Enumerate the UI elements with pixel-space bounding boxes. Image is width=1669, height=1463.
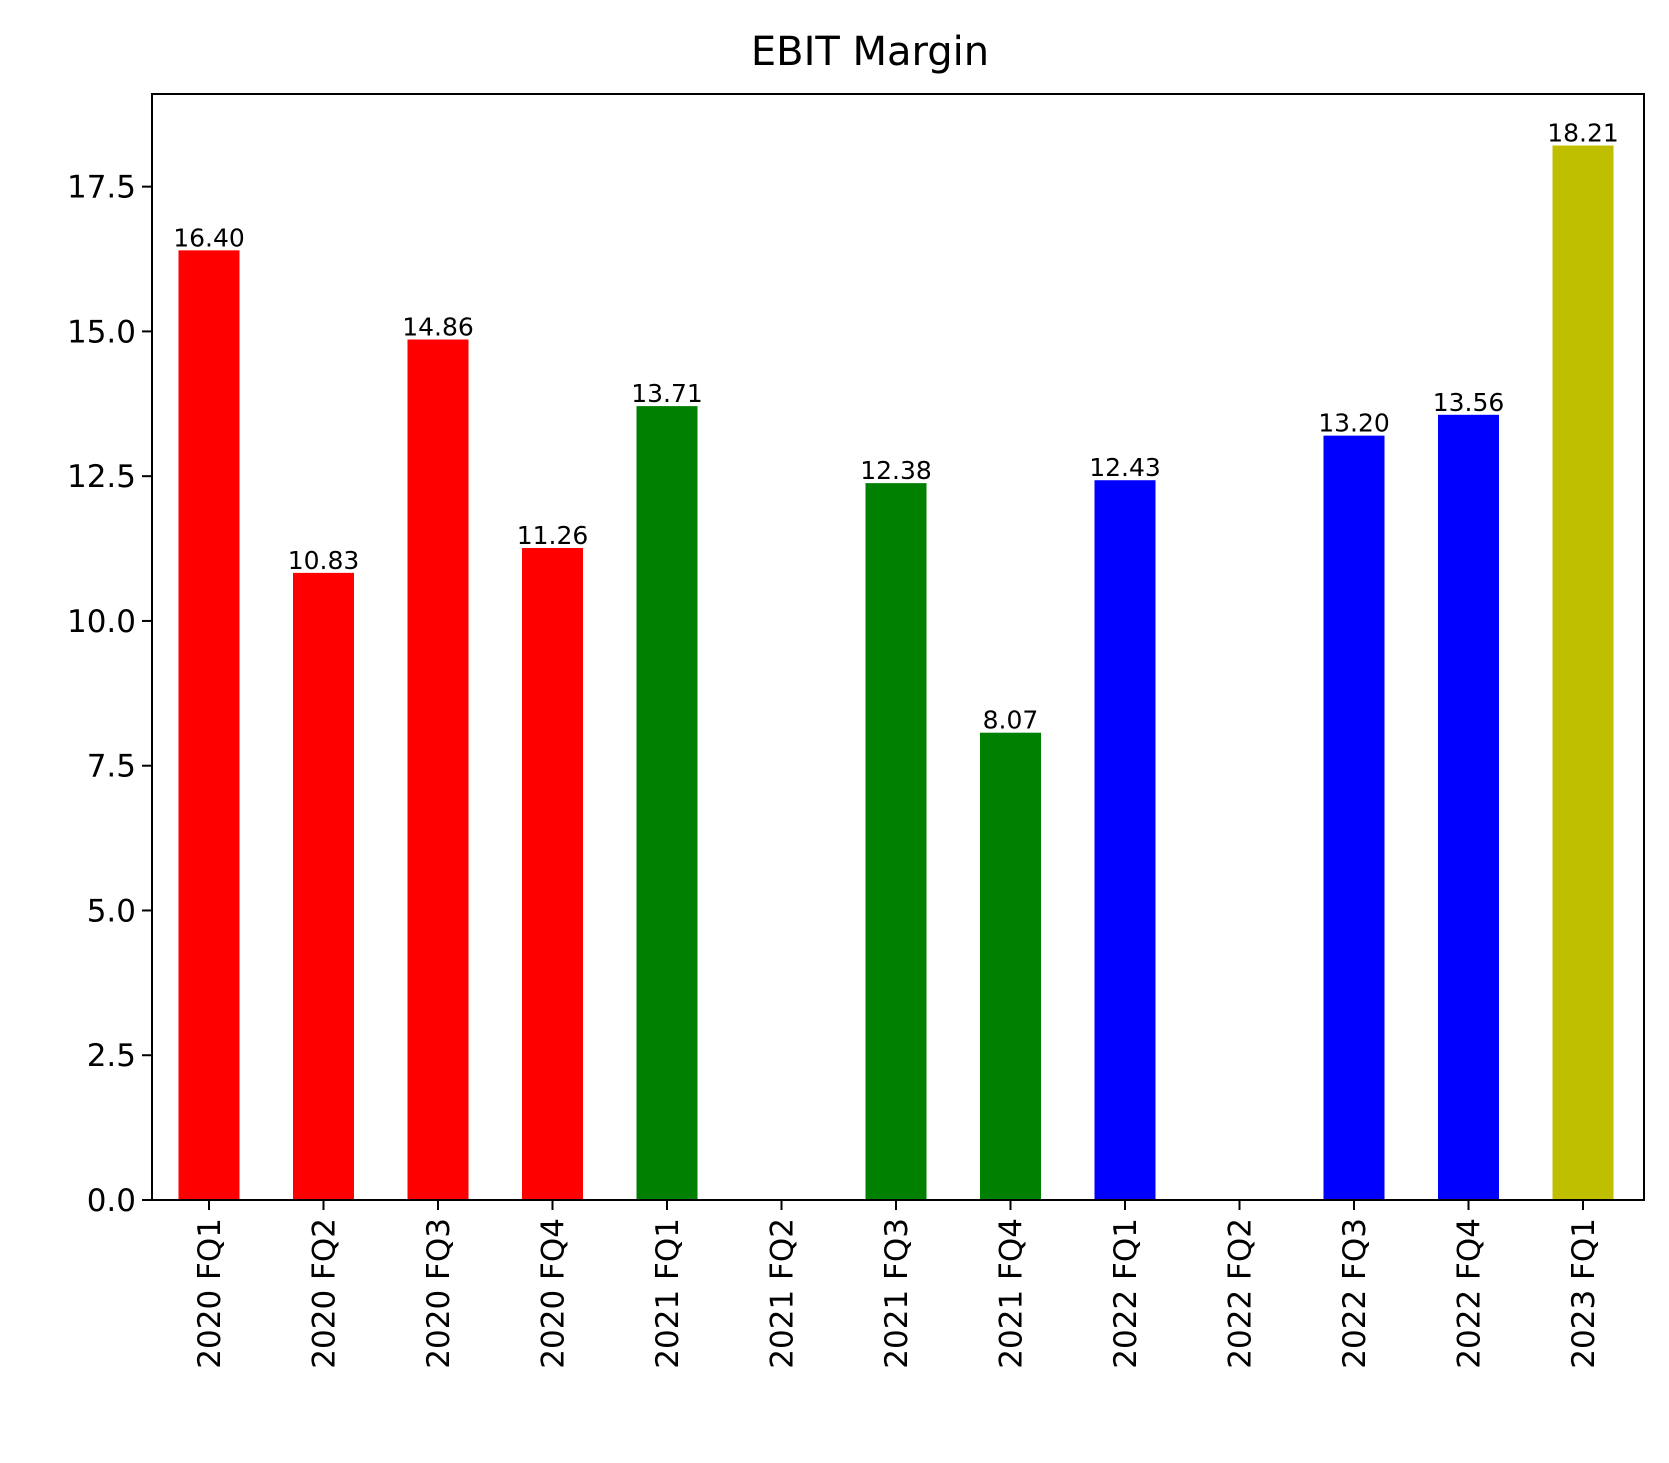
y-tick-label: 0.0: [87, 1183, 136, 1219]
x-tick-label: 2022 FQ1: [1108, 1218, 1144, 1369]
y-tick-label: 5.0: [87, 893, 136, 929]
bar-value-label: 13.56: [1433, 388, 1505, 417]
y-axis: 0.0 2.5 5.0 7.5 10.0 12.5 15.0 17.5: [67, 170, 152, 1219]
chart-title: EBIT Margin: [751, 29, 989, 75]
bar-value-label: 13.20: [1318, 409, 1390, 438]
x-tick-label: 2021 FQ2: [765, 1218, 801, 1369]
bar: [980, 732, 1041, 1200]
bar: [1438, 414, 1499, 1200]
bar: [522, 547, 583, 1200]
x-tick-label: 2021 FQ3: [879, 1218, 915, 1369]
x-tick-label: 2020 FQ4: [536, 1218, 572, 1369]
x-tick-label: 2023 FQ1: [1566, 1218, 1602, 1369]
y-tick-label: 10.0: [67, 604, 136, 640]
plot-frame: [151, 93, 1645, 1201]
bar: [1323, 435, 1385, 1200]
x-tick-label: 2020 FQ2: [307, 1218, 343, 1369]
x-tick-label: 2021 FQ4: [994, 1218, 1030, 1369]
bar: [865, 483, 927, 1200]
bar-value-label: 13.71: [631, 379, 703, 408]
x-tick-label: 2022 FQ2: [1223, 1218, 1259, 1369]
x-tick-label: 2022 FQ3: [1337, 1218, 1373, 1369]
x-tick-label: 2020 FQ3: [421, 1218, 457, 1369]
data-labels-group: 16.40 10.83 14.86 11.26 13.71 12.38 8.07 12.43 1…: [173, 119, 1619, 735]
bar-value-label: 11.26: [517, 521, 589, 550]
x-tick-label: 2020 FQ1: [192, 1218, 228, 1369]
y-tick-label: 15.0: [67, 314, 136, 350]
x-axis: 2020 FQ1 2020 FQ2 2020 FQ3 2020 FQ4 2021 FQ1…: [192, 1200, 1602, 1369]
x-tick-label: 2022 FQ4: [1452, 1218, 1488, 1369]
y-tick-label: 7.5: [87, 749, 136, 785]
bar-value-label: 10.83: [288, 546, 360, 575]
bar: [636, 406, 698, 1200]
bar-value-label: 12.38: [860, 456, 932, 485]
bar-value-label: 12.43: [1089, 453, 1161, 482]
bar-value-label: 18.21: [1547, 119, 1619, 148]
bar: [293, 572, 354, 1200]
bars-group: [178, 145, 1614, 1201]
bar-value-label: 14.86: [402, 313, 474, 342]
y-tick-label: 2.5: [87, 1038, 136, 1074]
bar-value-label: 8.07: [983, 706, 1039, 735]
bar: [178, 250, 240, 1200]
bar: [1552, 145, 1614, 1200]
x-tick-label: 2021 FQ1: [650, 1218, 686, 1369]
bar: [1094, 480, 1156, 1200]
bar: [407, 339, 469, 1201]
y-tick-label: 12.5: [67, 459, 136, 495]
y-tick-label: 17.5: [67, 170, 136, 206]
bar-value-label: 16.40: [173, 223, 245, 252]
